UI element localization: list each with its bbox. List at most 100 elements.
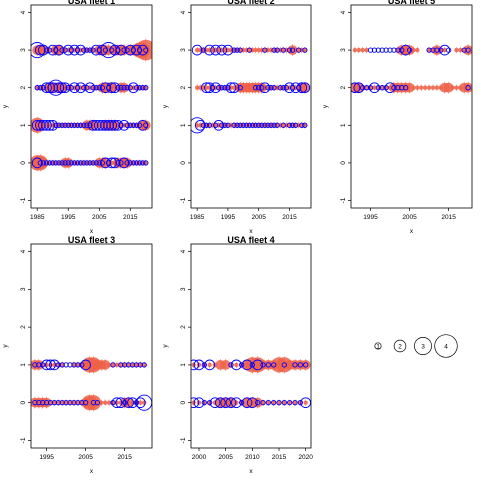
blue-point [239,362,245,368]
blue-point [204,359,216,371]
y-tick-label: 0 [180,161,187,165]
blue-point [36,400,42,406]
blue-point [465,47,471,53]
x-tick-label: 2015 [441,214,456,221]
panel-frame [30,4,153,209]
blue-point [193,359,205,371]
blue-point [246,122,253,128]
blue-point [121,85,127,91]
panel-title: USA fleet 2 [227,0,274,6]
x-tick-label: 1985 [190,214,205,221]
blue-point [102,47,109,53]
blue-point [81,85,87,91]
blue-point [65,160,71,166]
y-axis-label: y [2,344,9,348]
y-tick-label: 3 [180,48,187,52]
blue-point [234,47,240,53]
blue-point [71,160,78,166]
blue-point [219,122,225,128]
blue-point [281,362,287,368]
x-axis-label: x [410,228,414,235]
blue-point [37,85,43,91]
y-tick-label: 3 [340,48,347,52]
legend-circle-2 [393,339,407,353]
blue-point [90,160,96,166]
blue-point [201,82,212,94]
y-tick-label: 1 [20,363,27,367]
blue-point [97,119,108,131]
blue-point [34,119,46,131]
blue-point [200,47,206,53]
blue-point [210,44,221,56]
y-tick-label: 4 [340,10,347,14]
blue-point [59,47,65,53]
blue-point [379,85,385,91]
y-tick-label: -1 [340,197,347,203]
blue-point [220,397,232,409]
panel-frame [350,4,473,209]
blue-point [79,400,85,406]
blue-point [249,362,255,368]
y-tick-label: 2 [180,86,187,90]
blue-point [115,397,127,409]
y-tick-label: 4 [20,249,27,253]
blue-point [130,122,137,128]
legend-label: 2 [398,343,402,350]
blue-point [75,400,81,406]
legend-circle-1 [374,342,382,350]
data-points [31,38,152,172]
blue-point [274,47,280,53]
blue-point [87,119,99,131]
blue-point [67,400,73,406]
blue-point [289,47,296,53]
blue-point [84,122,90,128]
blue-point [43,400,50,406]
x-tick-label: 2000 [192,454,207,461]
blue-point [399,85,405,91]
blue-point [65,122,71,128]
blue-point [44,119,55,131]
y-tick-label: 4 [20,10,27,14]
blue-point [136,160,143,166]
blue-point [62,122,68,128]
blue-point [193,397,205,409]
blue-point [302,122,308,128]
blue-point [271,122,277,128]
data-points [351,44,472,94]
x-tick-label: 2020 [298,454,313,461]
blue-point [243,122,250,128]
y-tick-label: -1 [20,197,27,203]
y-tick-label: 3 [180,287,187,291]
panel-title: USA fleet 5 [388,0,435,6]
blue-point [191,359,200,371]
blue-point [207,400,213,406]
blue-point [82,400,89,406]
blue-point [31,119,43,131]
panel-frame [190,243,312,449]
blue-point [406,47,413,53]
blue-point [106,82,118,94]
blue-point [400,44,411,56]
blue-point [81,47,87,53]
blue-point [241,397,253,409]
blue-point [225,122,231,128]
blue-point [434,47,440,53]
blue-point [110,362,116,368]
blue-point [41,359,52,371]
blue-point [265,85,271,91]
blue-point [41,119,52,131]
blue-point [36,362,42,368]
legend-label: 3 [421,343,425,350]
x-tick-label: 2015 [272,454,287,461]
blue-point [56,122,62,128]
blue-point [136,85,143,91]
blue-point [191,397,200,409]
blue-point [51,400,58,406]
x-tick-label: 2010 [245,454,260,461]
blue-point [375,47,381,53]
blue-point [133,85,140,91]
blue-point [55,362,61,368]
x-tick-label: 2015 [123,214,138,221]
blue-point [201,362,207,368]
blue-point [125,362,132,368]
